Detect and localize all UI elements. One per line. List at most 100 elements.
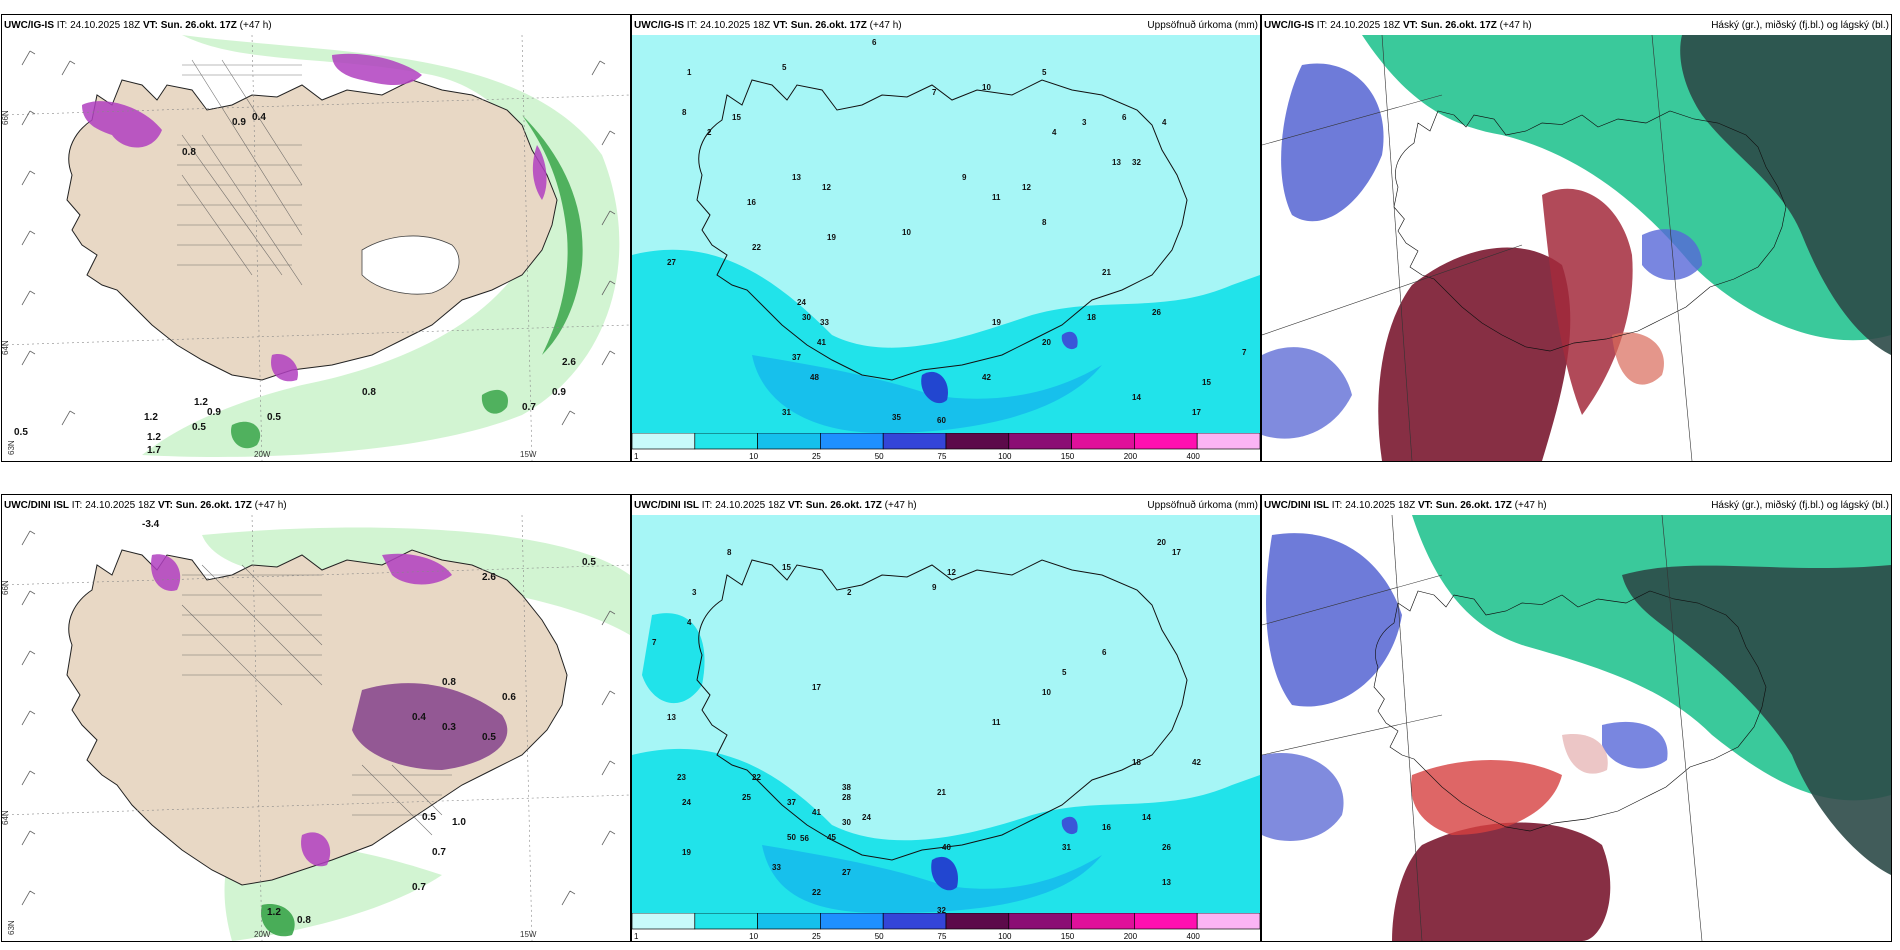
svg-text:2.6: 2.6 [482, 572, 496, 583]
legend-tick: 150 [1061, 452, 1075, 461]
wind-barbs [21, 50, 616, 426]
svg-text:41: 41 [812, 808, 821, 817]
svg-text:0.5: 0.5 [192, 422, 206, 433]
legend-swatch [632, 433, 696, 450]
svg-text:32: 32 [1132, 158, 1141, 167]
legend-tick: 10 [749, 932, 758, 941]
svg-text:0.5: 0.5 [582, 557, 596, 568]
panel-title: Uppsöfnuð úrkoma (mm) [1147, 20, 1258, 31]
sea-green-band-dark [231, 115, 583, 449]
precip-core-east [1061, 331, 1078, 350]
precip-map: 7 3 4 8 2 9 12 13 15 17 20 22 23 24 19 2… [632, 515, 1260, 913]
svg-text:0.9: 0.9 [207, 407, 221, 418]
svg-text:7: 7 [652, 638, 657, 647]
legend-tick: 1 [634, 452, 639, 461]
wind-values: -3.4 0.5 0.8 0.7 0.7 0.5 1.2 2.6 0.4 0.3… [142, 519, 596, 926]
svg-text:28: 28 [842, 793, 851, 802]
svg-text:17: 17 [1192, 408, 1201, 417]
lat-label: 66N [2, 580, 10, 595]
svg-text:24: 24 [682, 798, 691, 807]
legend-tick: 200 [1124, 932, 1138, 941]
svg-text:37: 37 [792, 353, 801, 362]
svg-text:5: 5 [1042, 68, 1047, 77]
svg-text:15: 15 [1202, 378, 1211, 387]
svg-text:0.8: 0.8 [442, 677, 456, 688]
svg-text:16: 16 [747, 198, 756, 207]
lon-label: 15W [520, 930, 537, 939]
lon-label: 20W [254, 930, 271, 939]
legend-swatch [1008, 913, 1072, 930]
legend-swatch [1071, 433, 1135, 450]
svg-text:26: 26 [1162, 843, 1171, 852]
svg-text:10: 10 [902, 228, 911, 237]
legend-tick: 1 [634, 932, 639, 941]
precip-map-panel-top: UWC/IG-IS IT: 24.10.2025 18Z VT: Sun. 26… [631, 14, 1261, 462]
precip-values: 6 8 1 2 5 7 10 15 6 5 4 3 13 16 12 19 22… [667, 38, 1247, 425]
svg-text:15: 15 [782, 563, 791, 572]
svg-text:40: 40 [942, 843, 951, 852]
cloud-map [1262, 35, 1891, 461]
legend-tick: 10 [749, 452, 758, 461]
lat-label: 66N [2, 110, 10, 125]
svg-text:42: 42 [982, 373, 991, 382]
svg-text:4: 4 [1162, 118, 1167, 127]
svg-text:12: 12 [822, 183, 831, 192]
svg-text:5: 5 [782, 63, 787, 72]
svg-text:0.8: 0.8 [182, 147, 196, 158]
panel-header: UWC/IG-IS IT: 24.10.2025 18Z VT: Sun. 26… [4, 20, 272, 31]
lon-label: 20W [254, 450, 271, 459]
wind-map-panel-bottom: UWC/DINI ISL IT: 24.10.2025 18Z VT: Sun.… [1, 494, 631, 942]
legend-swatch [694, 433, 758, 450]
cloud-map-panel-top: UWC/IG-IS IT: 24.10.2025 18Z VT: Sun. 26… [1261, 14, 1892, 462]
svg-text:0.4: 0.4 [252, 112, 266, 123]
svg-text:38: 38 [842, 783, 851, 792]
svg-text:9: 9 [962, 173, 967, 182]
legend-swatch [1134, 433, 1198, 450]
svg-text:11: 11 [992, 193, 1001, 202]
legend-swatch [757, 433, 821, 450]
svg-text:0.6: 0.6 [502, 692, 516, 703]
legend-swatch [1134, 913, 1198, 930]
svg-text:13: 13 [1162, 878, 1171, 887]
svg-text:6: 6 [1102, 648, 1107, 657]
precip-legend: 1 10 25 50 75 100 150 200 400 [632, 433, 1260, 461]
svg-text:20: 20 [1042, 338, 1051, 347]
svg-text:2: 2 [847, 588, 852, 597]
svg-text:3: 3 [1082, 118, 1087, 127]
svg-text:19: 19 [992, 318, 1001, 327]
svg-text:7: 7 [1242, 348, 1247, 357]
svg-text:13: 13 [792, 173, 801, 182]
lat-label: 64N [2, 810, 10, 825]
panel-header: UWC/DINI ISL IT: 24.10.2025 18Z VT: Sun.… [634, 500, 917, 511]
svg-text:32: 32 [937, 906, 946, 913]
legend-tick: 100 [998, 452, 1012, 461]
cloud-map-panel-bottom: UWC/DINI ISL IT: 24.10.2025 18Z VT: Sun.… [1261, 494, 1892, 942]
svg-text:21: 21 [1102, 268, 1111, 277]
svg-text:6: 6 [872, 38, 877, 47]
svg-text:50: 50 [787, 833, 796, 842]
svg-text:1.2: 1.2 [194, 397, 208, 408]
glacier [361, 235, 460, 295]
wind-map-panel-top: UWC/IG-IS IT: 24.10.2025 18Z VT: Sun. 26… [1, 14, 631, 462]
legend-tick: 50 [875, 932, 884, 941]
svg-text:1.2: 1.2 [267, 907, 281, 918]
legend-swatch [882, 433, 947, 450]
panel-title: Háský (gr.), miðský (fj.bl.) og lágský (… [1711, 20, 1889, 31]
svg-text:8: 8 [682, 108, 687, 117]
svg-text:27: 27 [842, 868, 851, 877]
legend-swatch [820, 433, 884, 450]
svg-text:42: 42 [1192, 758, 1201, 767]
iceland-coastline [696, 79, 1188, 381]
svg-text:17: 17 [812, 683, 821, 692]
svg-text:0.5: 0.5 [482, 732, 496, 743]
svg-text:0.9: 0.9 [552, 387, 566, 398]
svg-text:17: 17 [1172, 548, 1181, 557]
svg-text:2.6: 2.6 [562, 357, 576, 368]
lat-label: 63N [7, 920, 16, 935]
svg-text:10: 10 [1042, 688, 1051, 697]
svg-text:22: 22 [812, 888, 821, 897]
legend-swatch [882, 913, 947, 930]
svg-text:14: 14 [1132, 393, 1141, 402]
wind-map: 66N 64N 63N 20W 15W 0.8 0.5 0.7 0.9 1.2 … [2, 35, 630, 461]
svg-text:31: 31 [782, 408, 791, 417]
